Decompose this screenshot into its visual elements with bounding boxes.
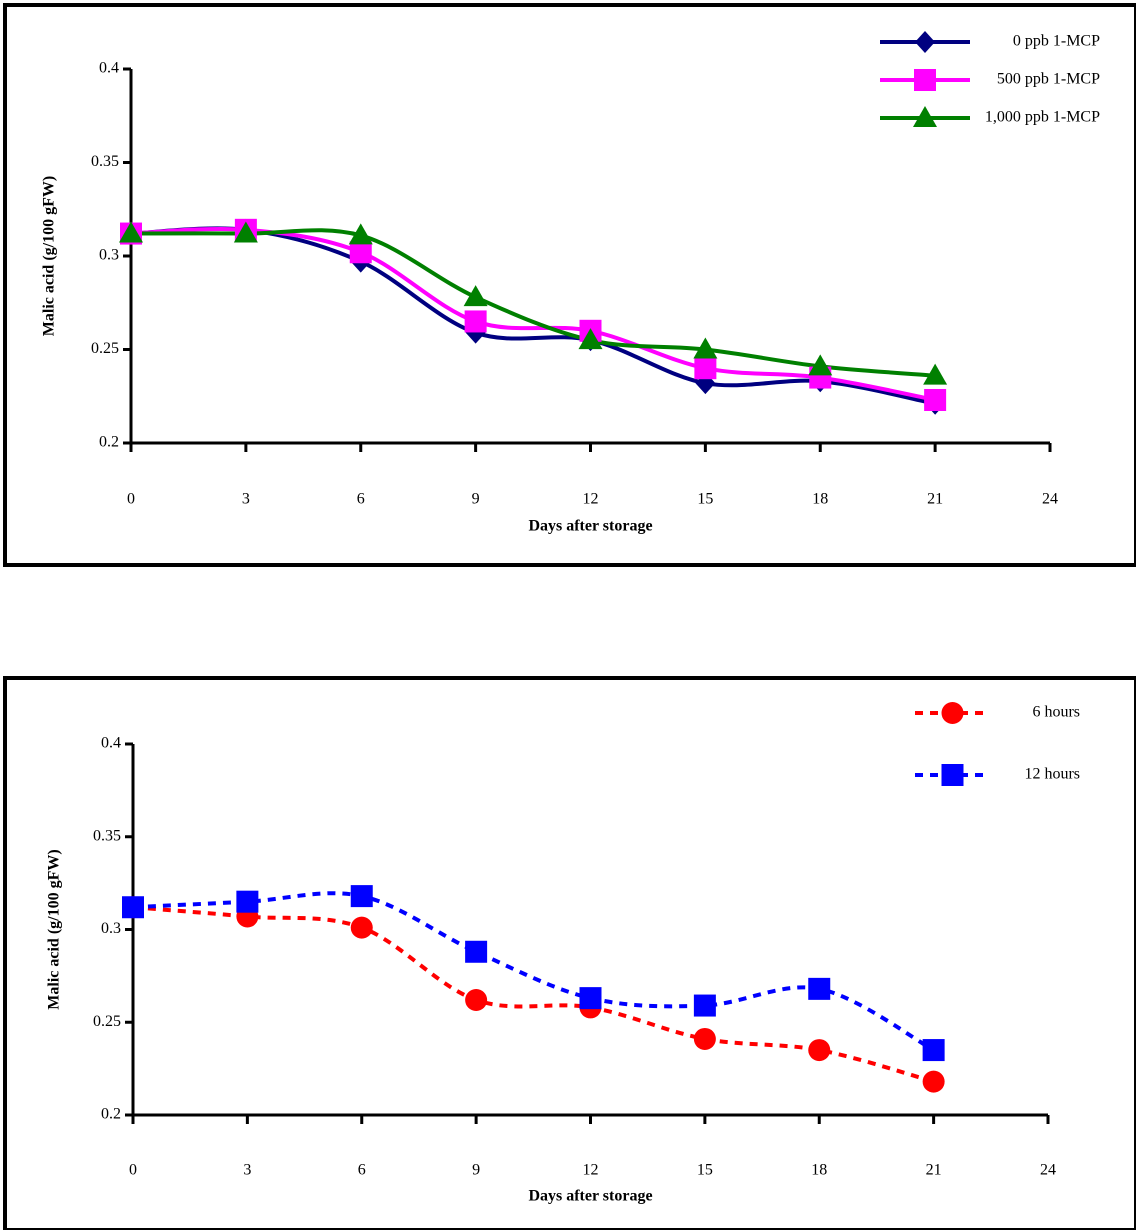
marker <box>922 1070 945 1093</box>
x-tick-label: 15 <box>697 491 713 508</box>
legend-marker <box>914 69 936 91</box>
chart: 0.2 0.25 0.3 0.35 0.4 0 3 6 9 12 15 18 21 24 Days afte… <box>3 3 1136 567</box>
marker <box>922 1039 945 1062</box>
x-axis-label: Days after storage <box>528 1188 652 1205</box>
marker <box>350 916 373 939</box>
marker <box>808 977 831 1000</box>
legend-label: 6 hours <box>1032 704 1080 721</box>
legend-marker <box>913 106 937 127</box>
marker <box>579 987 602 1010</box>
chart-frame <box>3 676 1136 1230</box>
x-tick-label: 0 <box>129 1162 137 1179</box>
marker <box>233 221 258 243</box>
legend-label: 0 ppb 1-MCP <box>1013 33 1100 50</box>
marker <box>924 388 947 411</box>
marker <box>463 285 488 307</box>
marker <box>808 1039 831 1062</box>
chart: 0.2 0.25 0.3 0.35 0.4 0 3 6 9 12 15 18 21 24 Days afte… <box>3 676 1136 1230</box>
legend-label: 500 ppb 1-MCP <box>997 71 1100 88</box>
chart-frame <box>3 3 1136 567</box>
marker <box>348 223 373 245</box>
marker <box>923 363 948 385</box>
marker <box>119 221 143 243</box>
series-line <box>132 891 935 1052</box>
legend-label: 1,000 ppb 1-MCP <box>985 109 1100 126</box>
y-tick-label: 0.2 <box>99 434 119 451</box>
x-tick-label: 24 <box>1040 1162 1056 1179</box>
x-tick-label: 12 <box>583 1162 599 1179</box>
y-tick-label: 0.4 <box>99 60 119 77</box>
marker <box>349 241 372 264</box>
x-tick-label: 3 <box>243 1162 251 1179</box>
marker <box>578 328 603 350</box>
y-tick-label: 0.25 <box>93 1013 121 1030</box>
x-tick-label: 18 <box>811 1162 827 1179</box>
y-axis-label: Malic acid (g/100 gFW) <box>46 849 63 1009</box>
x-tick-label: 6 <box>357 491 365 508</box>
marker <box>693 1027 716 1050</box>
series-line <box>130 228 936 378</box>
x-axis-label: Days after storage <box>528 518 652 535</box>
marker <box>236 890 259 913</box>
marker <box>464 310 487 333</box>
y-tick-label: 0.2 <box>101 1106 121 1123</box>
x-tick-label: 21 <box>927 491 943 508</box>
marker <box>465 940 488 963</box>
x-tick-label: 0 <box>127 491 135 508</box>
y-tick-label: 0.4 <box>101 735 121 752</box>
marker <box>693 994 716 1017</box>
x-tick-label: 9 <box>472 491 480 508</box>
marker <box>694 357 717 380</box>
marker <box>122 896 144 919</box>
marker <box>350 885 373 908</box>
x-tick-label: 3 <box>242 491 250 508</box>
marker <box>808 354 833 376</box>
legend-marker <box>941 764 964 786</box>
y-axis-label: Malic acid (g/100 gFW) <box>41 176 58 336</box>
x-tick-label: 15 <box>697 1162 713 1179</box>
y-tick-label: 0.3 <box>101 920 121 937</box>
x-tick-label: 9 <box>472 1162 480 1179</box>
x-tick-label: 24 <box>1042 491 1058 508</box>
x-tick-label: 18 <box>812 491 828 508</box>
y-tick-label: 0.35 <box>91 153 119 170</box>
x-tick-label: 21 <box>926 1162 942 1179</box>
y-tick-label: 0.3 <box>99 247 119 264</box>
marker <box>693 337 718 359</box>
x-tick-label: 6 <box>358 1162 366 1179</box>
y-tick-label: 0.25 <box>91 340 119 357</box>
marker <box>465 988 488 1011</box>
legend-label: 12 hours <box>1024 766 1080 783</box>
legend-marker <box>941 702 964 724</box>
x-tick-label: 12 <box>583 491 599 508</box>
legend-marker <box>915 31 935 53</box>
y-tick-label: 0.35 <box>93 827 121 844</box>
